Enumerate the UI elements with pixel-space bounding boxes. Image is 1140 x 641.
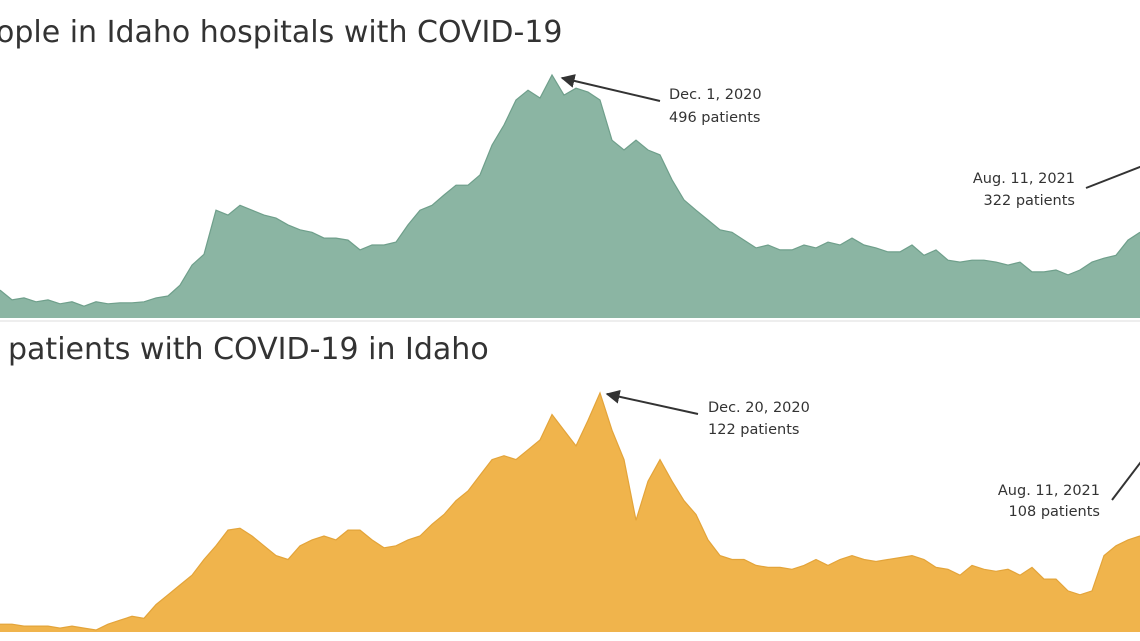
annotation-text: 496 patients	[669, 110, 760, 126]
annotation-arrow	[1111, 461, 1140, 501]
area	[0, 393, 1140, 632]
annotation-date: Aug. 11, 2021	[973, 171, 1075, 187]
annotation-text: 122 patients	[708, 422, 799, 438]
chart-title: ople in Idaho hospitals with COVID-19	[0, 15, 563, 50]
annotation-date: Aug. 11, 2021	[998, 483, 1100, 499]
annotation-text: 108 patients	[1009, 504, 1100, 520]
chart-title: patients with COVID-19 in Idaho	[8, 332, 489, 367]
area	[0, 75, 1140, 318]
annotation-date: Dec. 20, 2020	[708, 400, 810, 416]
annotation-arrow	[560, 74, 661, 102]
area-line	[0, 73, 1140, 307]
annotation-arrow	[605, 389, 699, 415]
area-line	[0, 391, 1140, 631]
annotation-date: Dec. 1, 2020	[669, 87, 762, 103]
annotation-text: 322 patients	[984, 193, 1075, 209]
annotation-arrow	[1085, 165, 1140, 189]
